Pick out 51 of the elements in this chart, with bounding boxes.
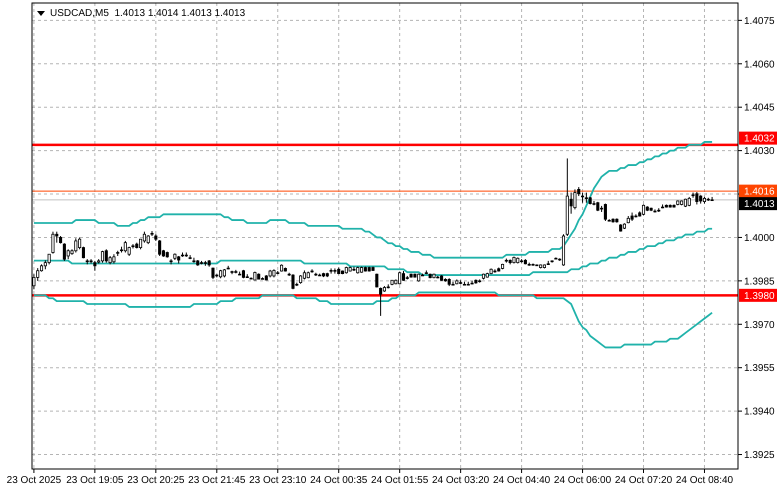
candlestick: [402, 270, 406, 282]
y-tick-label: 1.4060: [744, 59, 776, 70]
x-tick-label: 24 Oct 03:20: [432, 475, 490, 486]
y-tick-label: 1.4075: [744, 16, 776, 27]
ref-line-label: 1.4016: [744, 186, 776, 198]
candlestick: [51, 231, 54, 254]
candlestick: [211, 267, 215, 280]
candlestick: [112, 254, 116, 264]
ref-line-label: 1.4032: [744, 134, 776, 145]
x-tick-label: 24 Oct 00:35: [310, 475, 368, 486]
candlestick: [104, 248, 108, 264]
text: USDCAD,M5 1.4013 1.4014 1.4013 1.4013: [50, 8, 246, 19]
candlestick: [398, 271, 402, 285]
candlestick: [695, 192, 698, 205]
y-tick-label: 1.3955: [744, 363, 776, 374]
candlestick: [375, 273, 378, 288]
x-tick-label: 23 Oct 20:25: [127, 475, 185, 486]
y-tick-label: 1.4000: [744, 232, 776, 244]
candlestick: [573, 188, 576, 210]
y-tick-label: 1.3940: [744, 406, 776, 418]
candlestick: [379, 287, 382, 316]
ref-line-label: 1.4013: [744, 199, 776, 210]
candlestick: [74, 238, 78, 253]
ref-line-label: 1.3980: [744, 290, 776, 302]
candlestick: [688, 196, 691, 207]
x-tick-label: 24 Oct 08:40: [676, 475, 734, 486]
candlestick: [642, 204, 646, 216]
candlestick: [584, 192, 588, 204]
candlestick: [124, 240, 127, 253]
y-tick-label: 1.3970: [744, 320, 776, 331]
x-tick-label: 24 Oct 04:40: [492, 475, 551, 486]
candlestick: [291, 274, 295, 290]
line-series: [33, 292, 713, 348]
x-tick-label: 24 Oct 01:55: [371, 475, 429, 486]
x-tick-label: 24 Oct 06:00: [554, 475, 612, 486]
line-series: [33, 141, 713, 259]
x-tick-label: 23 Oct 2025: [6, 475, 62, 486]
y-tick-label: 1.3985: [744, 276, 776, 288]
x-tick-label: 23 Oct 23:10: [249, 475, 307, 486]
candlestick: [581, 192, 584, 204]
candlestick: [62, 242, 66, 262]
candlestick: [604, 203, 607, 222]
candlestick: [596, 201, 600, 212]
line-series: [33, 228, 713, 276]
y-tick-label: 1.4045: [744, 102, 776, 114]
x-tick-label: 23 Oct 19:05: [66, 475, 124, 486]
y-tick-label: 1.4030: [744, 146, 776, 158]
x-tick-label: 24 Oct 07:20: [614, 475, 673, 486]
x-tick-label: 23 Oct 21:45: [188, 475, 246, 486]
y-tick-label: 1.3925: [744, 450, 776, 462]
candlestick: [93, 260, 96, 272]
